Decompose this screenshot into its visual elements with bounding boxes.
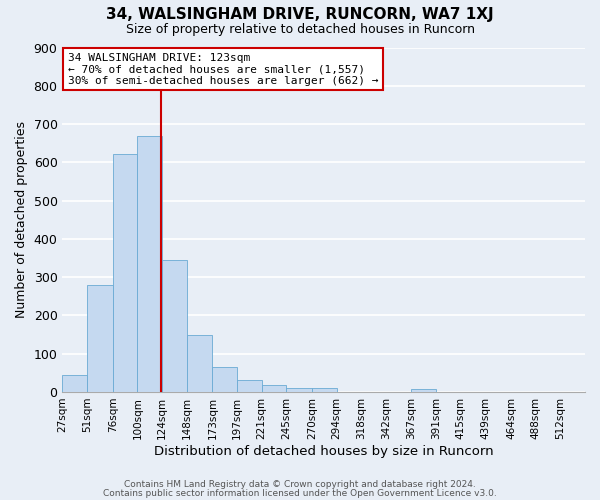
Bar [162,260,187,392]
X-axis label: Distribution of detached houses by size in Runcorn: Distribution of detached houses by size … [154,444,494,458]
Bar [87,285,113,392]
Bar [187,336,212,392]
Bar [312,388,337,392]
Text: Contains HM Land Registry data © Crown copyright and database right 2024.: Contains HM Land Registry data © Crown c… [124,480,476,489]
Text: 34, WALSINGHAM DRIVE, RUNCORN, WA7 1XJ: 34, WALSINGHAM DRIVE, RUNCORN, WA7 1XJ [106,8,494,22]
Text: Size of property relative to detached houses in Runcorn: Size of property relative to detached ho… [125,22,475,36]
Bar [237,380,262,392]
Bar [137,136,162,392]
Y-axis label: Number of detached properties: Number of detached properties [15,121,28,318]
Bar [286,388,312,392]
Text: 34 WALSINGHAM DRIVE: 123sqm
← 70% of detached houses are smaller (1,557)
30% of : 34 WALSINGHAM DRIVE: 123sqm ← 70% of det… [68,52,378,86]
Bar [412,388,436,392]
Text: Contains public sector information licensed under the Open Government Licence v3: Contains public sector information licen… [103,488,497,498]
Bar [212,367,237,392]
Bar [262,386,286,392]
Bar [113,154,137,392]
Bar [62,375,87,392]
